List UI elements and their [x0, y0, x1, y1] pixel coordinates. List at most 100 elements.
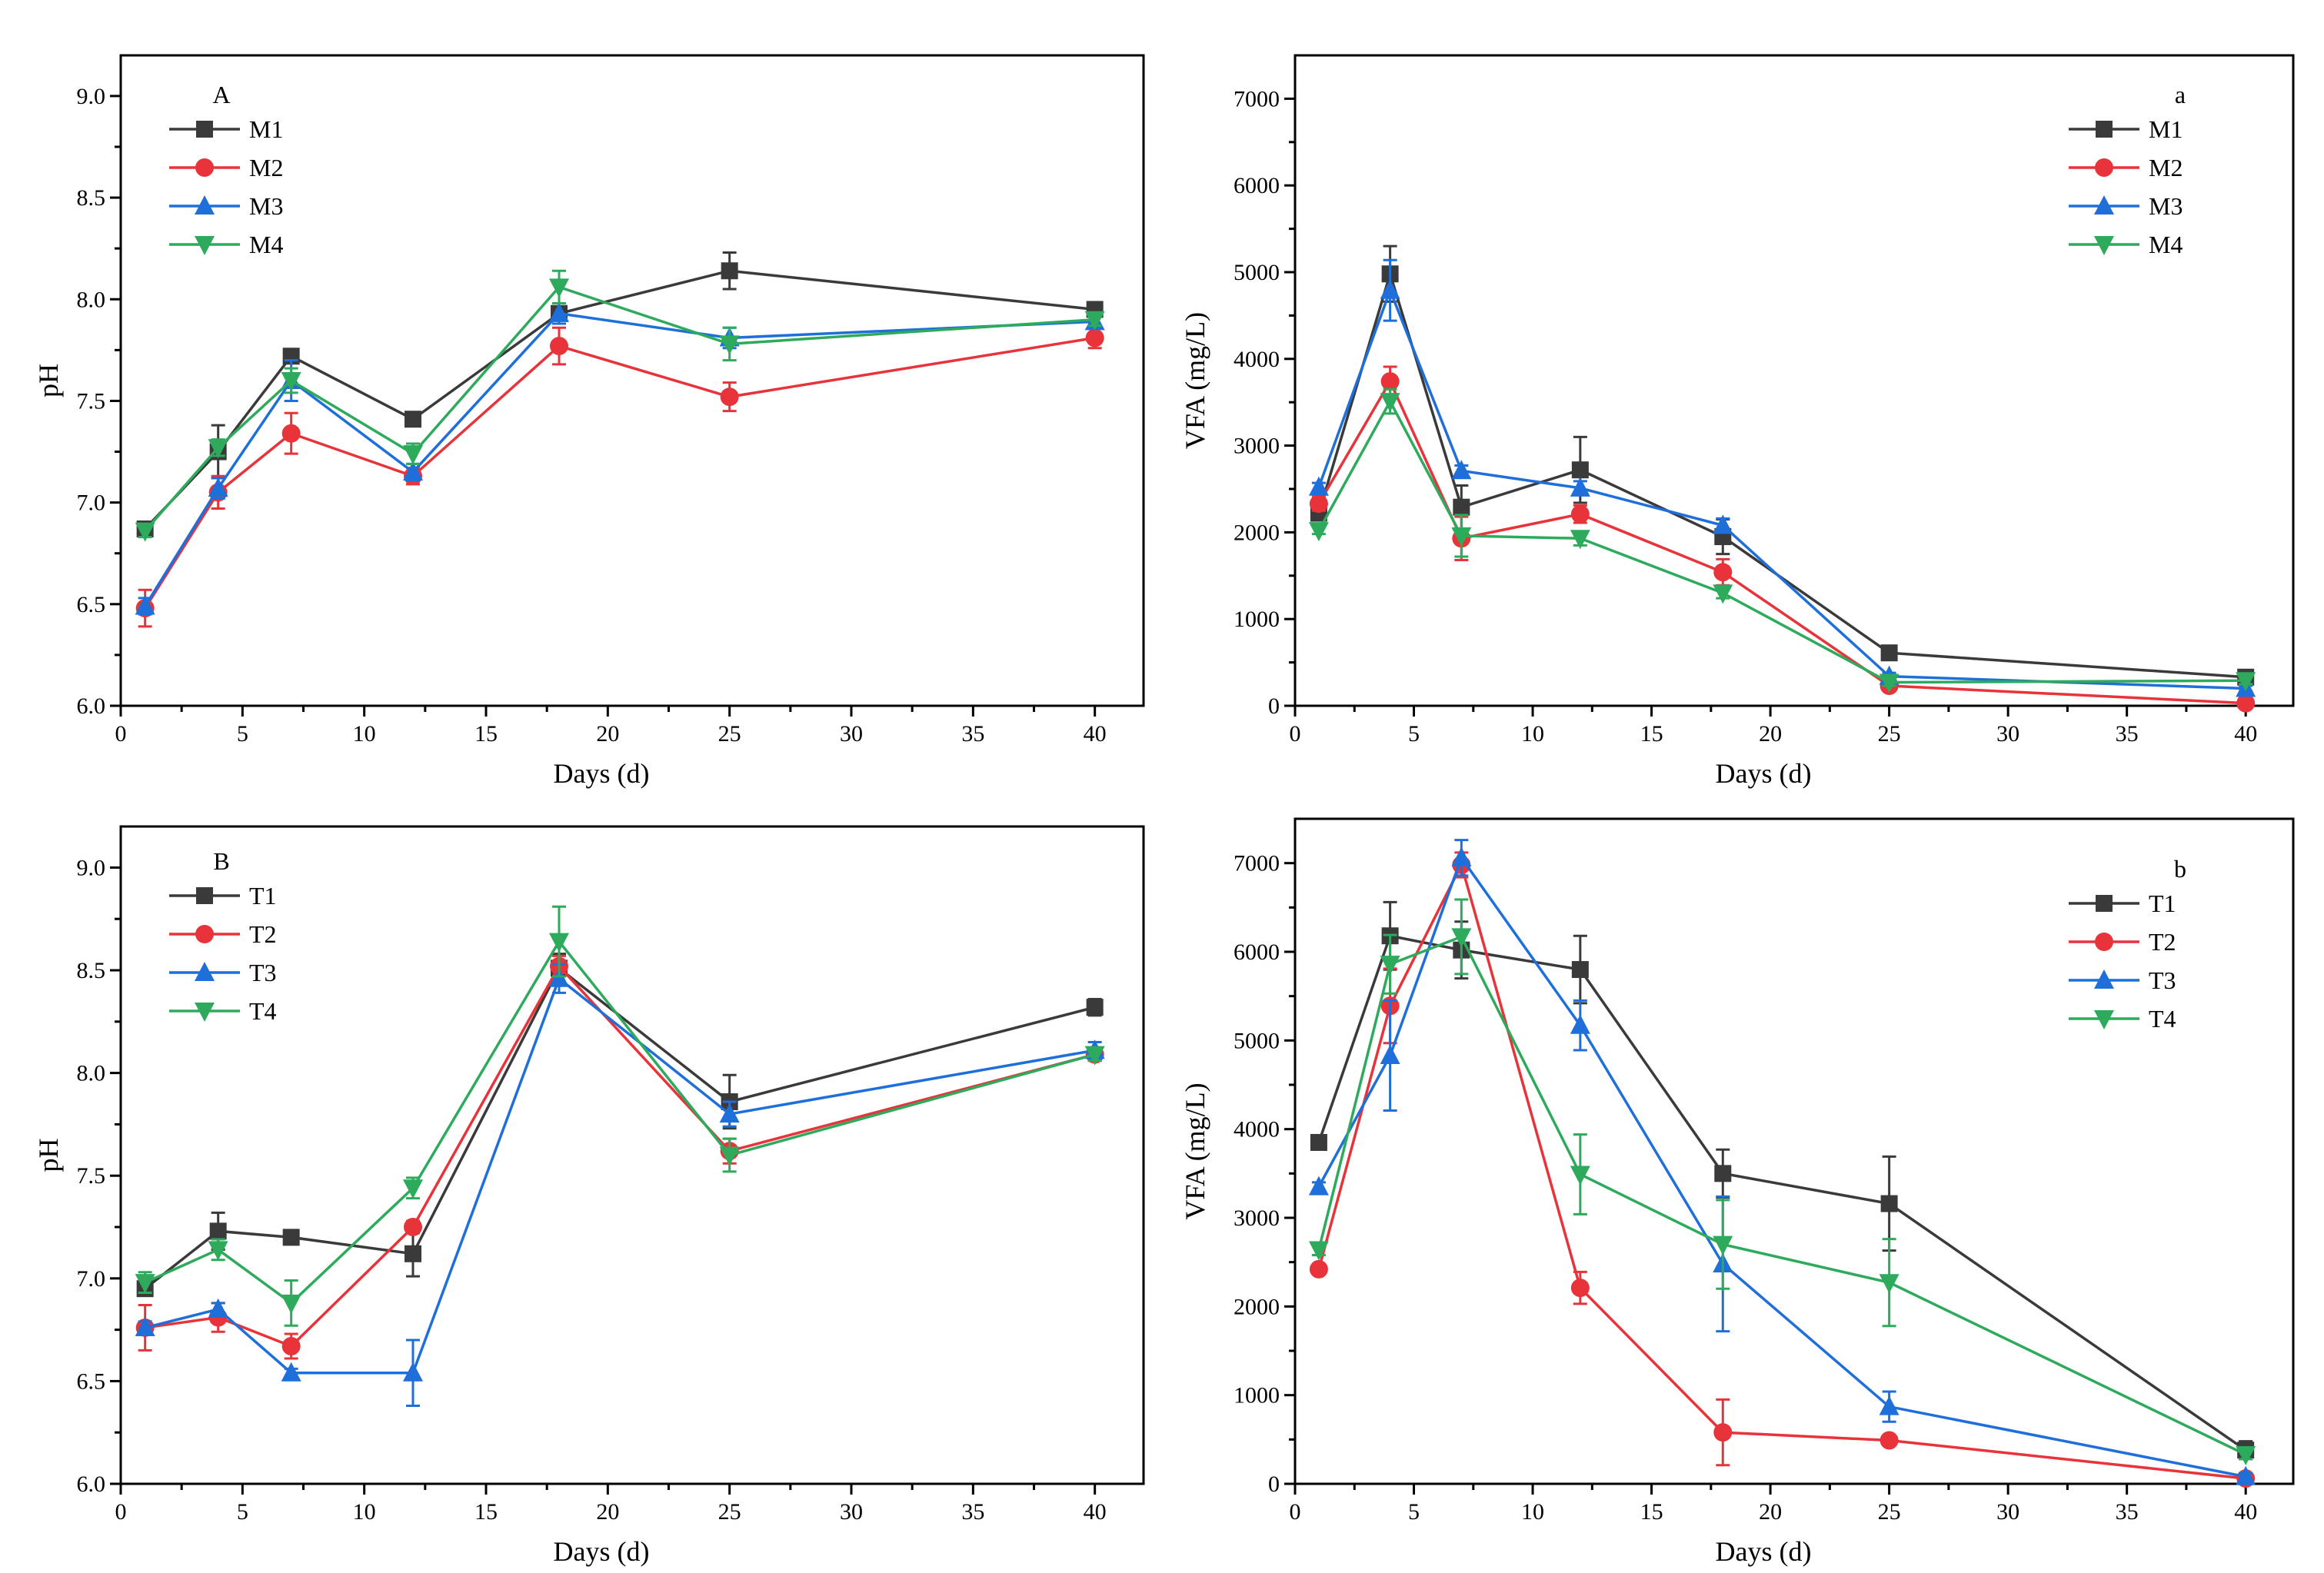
panel-label: B	[213, 847, 229, 875]
x-tick-label: 0	[1290, 721, 1301, 747]
data-point	[1086, 999, 1104, 1016]
x-tick-label: 10	[1521, 721, 1544, 747]
data-point	[1380, 956, 1400, 976]
data-point	[281, 424, 301, 443]
data-point	[1880, 1195, 1898, 1212]
x-tick-label: 25	[1878, 1499, 1901, 1525]
x-tick-label: 20	[596, 721, 619, 747]
y-tick-label: 9.0	[77, 84, 106, 109]
x-tick-label: 30	[840, 721, 863, 747]
data-point	[281, 1294, 301, 1314]
legend-label: T3	[2149, 966, 2176, 994]
legend: A M1 M2 M3 M4	[169, 81, 283, 258]
data-point	[1453, 498, 1470, 516]
series-line	[145, 976, 1095, 1375]
data-point	[1571, 461, 1589, 479]
legend-label: T3	[249, 959, 277, 986]
data-point	[2236, 1445, 2256, 1465]
y-tick-label: 5000	[1234, 260, 1280, 285]
x-tick-label: 20	[1759, 1499, 1782, 1525]
series-T1	[1310, 900, 2255, 1461]
y-tick-label: 4000	[1234, 1117, 1280, 1142]
chart-panel-b: 0 5 10 15 20 25 30 35 40 0 1000 2000 3000 4000 5000 600…	[1180, 817, 2295, 1567]
data-point	[1308, 1241, 1329, 1261]
data-point	[1380, 1044, 1400, 1064]
data-point	[135, 522, 155, 542]
data-point	[1713, 563, 1733, 582]
legend-label: M1	[2149, 115, 2182, 143]
data-point	[405, 411, 421, 428]
data-point	[208, 439, 228, 459]
series-T3	[1308, 839, 2256, 1485]
y-tick-label: 8.5	[77, 958, 106, 983]
data-point	[282, 1229, 300, 1246]
y-tick-label: 4000	[1234, 347, 1280, 372]
y-axis-title: VFA (mg/L)	[1180, 1082, 1210, 1219]
data-point	[281, 1336, 301, 1355]
data-point	[719, 1103, 740, 1123]
data-point	[719, 335, 740, 355]
data-point	[2236, 672, 2256, 692]
legend-marker	[2095, 933, 2113, 951]
y-tick-label: 8.0	[77, 287, 106, 312]
x-axis-title: Days (d)	[554, 1536, 650, 1567]
data-point	[403, 1179, 423, 1199]
x-tick-label: 35	[961, 1499, 984, 1525]
data-point	[1570, 1166, 1590, 1186]
data-point	[2236, 1465, 2256, 1485]
data-point	[403, 461, 423, 481]
data-point	[403, 445, 423, 465]
y-tick-label: 6.5	[77, 592, 106, 617]
x-tick-label: 20	[596, 1499, 619, 1525]
data-point	[1879, 1274, 1899, 1294]
legend-label: T2	[2149, 928, 2176, 956]
legend-marker	[196, 887, 213, 904]
y-tick-label: 7000	[1234, 851, 1280, 876]
legend-marker	[195, 1003, 215, 1022]
data-point	[1570, 1014, 1590, 1034]
series-line	[144, 939, 1096, 1305]
data-point	[1380, 372, 1400, 391]
data-point	[1380, 393, 1400, 413]
series-M4	[135, 269, 1105, 542]
data-point	[550, 337, 568, 356]
data-point	[281, 1362, 301, 1382]
series-T3	[135, 963, 1105, 1407]
series-line	[1317, 286, 2246, 690]
x-tick-label: 35	[2116, 1499, 2139, 1525]
data-point	[1451, 527, 1472, 547]
y-tick-label: 6.0	[77, 1472, 106, 1497]
y-tick-label: 9.0	[77, 855, 106, 880]
panel-label: b	[2174, 855, 2186, 883]
data-point	[1571, 961, 1589, 979]
y-tick-label: 0	[1268, 1472, 1280, 1497]
legend-label: T4	[249, 997, 277, 1025]
data-point	[1380, 279, 1400, 299]
x-tick-label: 15	[474, 1499, 498, 1525]
x-tick-label: 25	[1878, 721, 1901, 747]
legend-label: M4	[2149, 231, 2182, 258]
legend-marker	[195, 195, 215, 214]
data-point	[549, 302, 569, 322]
y-tick-label: 8.5	[77, 185, 106, 211]
data-point	[1570, 530, 1590, 550]
x-tick-label: 25	[718, 1499, 741, 1525]
y-axis-title: pH	[33, 364, 64, 397]
data-point	[208, 1241, 228, 1261]
legend-marker	[2094, 1010, 2114, 1029]
x-tick-label: 0	[115, 721, 127, 747]
plot-frame	[1294, 54, 2295, 707]
data-point	[403, 1362, 423, 1382]
data-point	[719, 1146, 740, 1166]
legend-marker	[195, 925, 214, 943]
data-point	[281, 372, 301, 391]
legend-marker	[2094, 236, 2114, 255]
plot-frame	[119, 54, 1145, 707]
legend-label: T1	[2149, 890, 2176, 917]
legend-marker	[196, 121, 213, 138]
legend-marker	[2096, 895, 2113, 912]
legend: b T1 T2 T3 T4	[2069, 855, 2186, 1033]
data-point	[1879, 1395, 1899, 1415]
x-tick-label: 0	[115, 1499, 127, 1525]
